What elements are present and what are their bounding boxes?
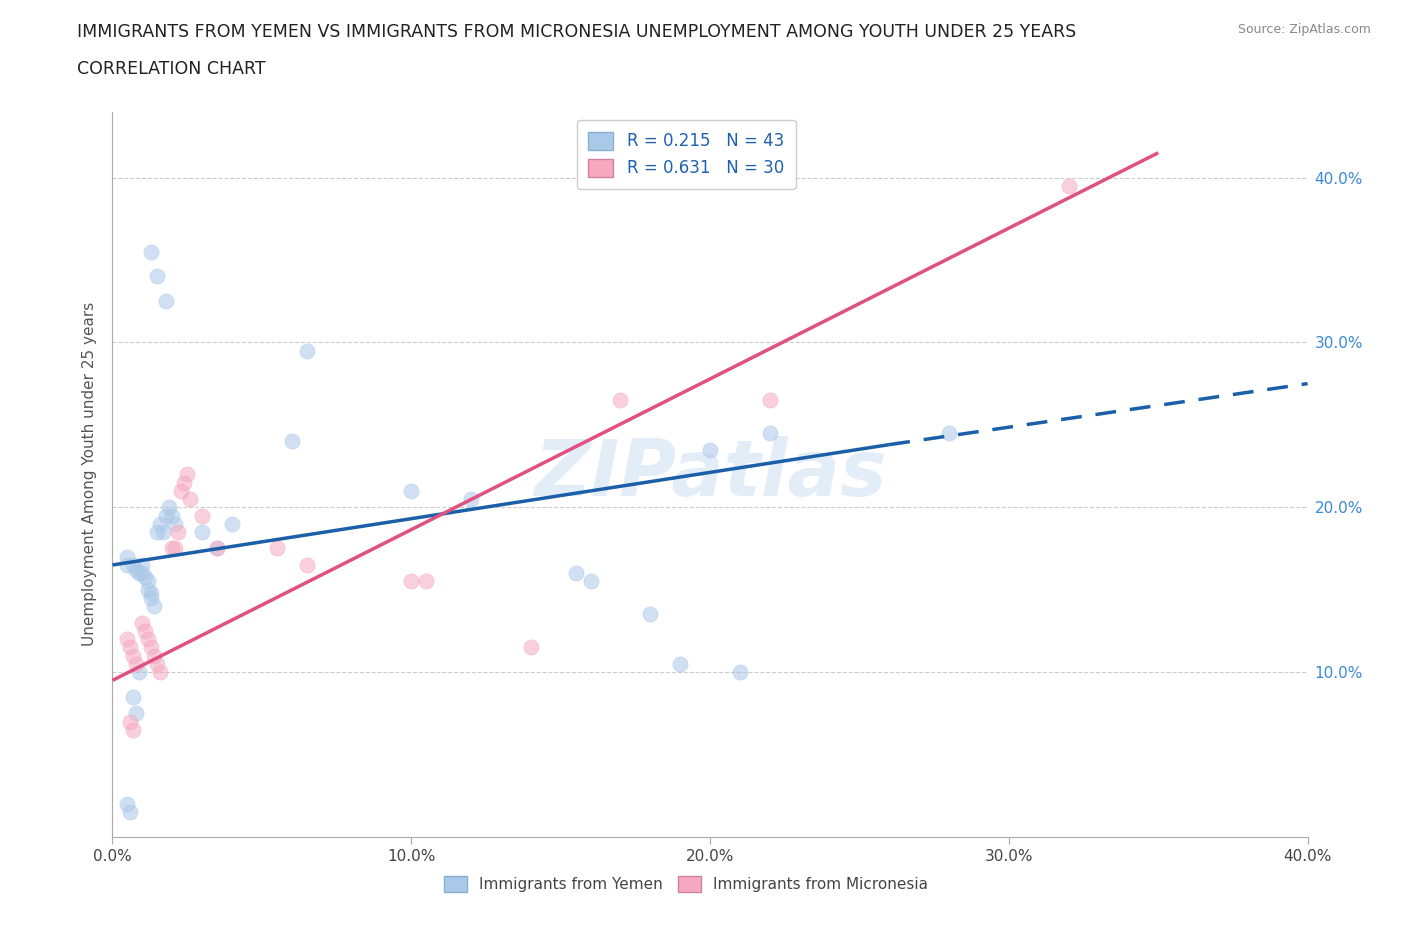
Point bbox=[125, 563, 148, 578]
Point bbox=[117, 631, 139, 646]
Point bbox=[120, 714, 142, 729]
Point bbox=[205, 541, 228, 556]
Point bbox=[134, 569, 156, 584]
Point bbox=[141, 640, 163, 655]
Point bbox=[155, 508, 177, 523]
Point bbox=[134, 623, 156, 638]
Point bbox=[165, 516, 187, 531]
Point bbox=[120, 640, 142, 655]
Point bbox=[157, 499, 180, 514]
Point bbox=[131, 616, 153, 631]
Point bbox=[162, 508, 183, 523]
Point bbox=[117, 550, 139, 565]
Point bbox=[165, 541, 187, 556]
Point bbox=[122, 557, 145, 572]
Point bbox=[728, 665, 751, 680]
Legend: Immigrants from Yemen, Immigrants from Micronesia: Immigrants from Yemen, Immigrants from M… bbox=[437, 870, 935, 898]
Point bbox=[141, 586, 163, 601]
Point bbox=[149, 516, 172, 531]
Point bbox=[146, 269, 169, 284]
Point bbox=[146, 525, 169, 539]
Point bbox=[179, 492, 201, 507]
Point bbox=[162, 541, 183, 556]
Point bbox=[141, 245, 163, 259]
Point bbox=[149, 665, 172, 680]
Point bbox=[167, 525, 190, 539]
Text: Source: ZipAtlas.com: Source: ZipAtlas.com bbox=[1237, 23, 1371, 36]
Point bbox=[146, 657, 169, 671]
Point bbox=[117, 557, 139, 572]
Point bbox=[759, 426, 782, 441]
Point bbox=[1057, 179, 1080, 193]
Point bbox=[295, 557, 318, 572]
Point bbox=[520, 640, 543, 655]
Point bbox=[759, 392, 782, 407]
Point bbox=[176, 467, 198, 482]
Point bbox=[117, 797, 139, 812]
Point bbox=[125, 706, 148, 721]
Point bbox=[131, 565, 153, 580]
Point bbox=[131, 557, 153, 572]
Point bbox=[173, 475, 195, 490]
Point bbox=[138, 582, 160, 597]
Point bbox=[122, 648, 145, 663]
Point bbox=[152, 525, 174, 539]
Point bbox=[564, 565, 586, 580]
Point bbox=[143, 648, 166, 663]
Point bbox=[938, 426, 960, 441]
Y-axis label: Unemployment Among Youth under 25 years: Unemployment Among Youth under 25 years bbox=[82, 302, 97, 646]
Point bbox=[143, 599, 166, 614]
Point bbox=[128, 665, 150, 680]
Point bbox=[295, 343, 318, 358]
Point bbox=[138, 574, 160, 589]
Point bbox=[205, 541, 228, 556]
Point bbox=[122, 723, 145, 737]
Point bbox=[191, 508, 214, 523]
Point bbox=[609, 392, 631, 407]
Point bbox=[579, 574, 602, 589]
Point bbox=[415, 574, 437, 589]
Point bbox=[141, 591, 163, 605]
Point bbox=[138, 631, 160, 646]
Point bbox=[221, 516, 243, 531]
Point bbox=[401, 484, 423, 498]
Point bbox=[155, 294, 177, 309]
Point bbox=[460, 492, 482, 507]
Point bbox=[170, 484, 193, 498]
Text: IMMIGRANTS FROM YEMEN VS IMMIGRANTS FROM MICRONESIA UNEMPLOYMENT AMONG YOUTH UND: IMMIGRANTS FROM YEMEN VS IMMIGRANTS FROM… bbox=[77, 23, 1077, 41]
Point bbox=[669, 657, 692, 671]
Point bbox=[266, 541, 288, 556]
Point bbox=[125, 657, 148, 671]
Text: ZIPatlas: ZIPatlas bbox=[534, 436, 886, 512]
Text: CORRELATION CHART: CORRELATION CHART bbox=[77, 60, 266, 78]
Point bbox=[120, 804, 142, 819]
Point bbox=[401, 574, 423, 589]
Point bbox=[122, 689, 145, 704]
Point bbox=[281, 434, 304, 449]
Point bbox=[640, 607, 662, 622]
Point bbox=[128, 565, 150, 580]
Point bbox=[191, 525, 214, 539]
Point bbox=[699, 442, 721, 457]
